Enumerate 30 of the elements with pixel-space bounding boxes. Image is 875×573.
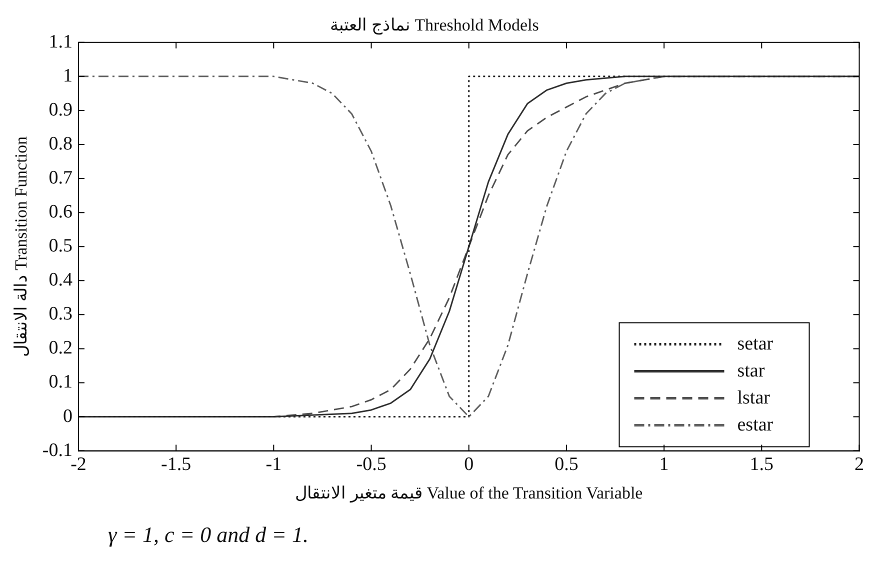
y-tick-label: 1.1 xyxy=(48,31,72,52)
legend-label: setar xyxy=(737,333,774,354)
y-tick-label: 0 xyxy=(62,406,72,427)
y-tick-label: 0.7 xyxy=(48,168,72,189)
y-tick-label: -0.1 xyxy=(42,440,72,461)
x-tick-label: 1.5 xyxy=(750,454,774,476)
x-tick-label: -1 xyxy=(266,454,282,476)
x-axis-title: قيمة متغير الانتقال Value of the Transition Variable xyxy=(295,483,643,504)
y-tick-label: 0.3 xyxy=(48,304,72,325)
y-tick-label: 0.4 xyxy=(48,270,73,291)
y-tick-label: 0.1 xyxy=(48,372,72,393)
legend-label: star xyxy=(737,360,766,382)
x-tick-label: 0.5 xyxy=(554,454,578,476)
x-tick-label: 2 xyxy=(854,454,864,476)
y-tick-label: 0.5 xyxy=(48,236,72,257)
x-tick-label: -2 xyxy=(70,454,86,476)
x-tick-label: 1 xyxy=(659,454,669,476)
y-tick-label: 1 xyxy=(62,65,72,86)
y-tick-label: 0.9 xyxy=(48,99,72,120)
text: γ = 1, c = 0 and d = 1. xyxy=(108,522,310,548)
chart-title: نماذج العتبة Threshold Models xyxy=(330,16,539,36)
y-axis-title: دالة الانتقال Transition Function xyxy=(12,136,31,357)
x-tick-label: 0 xyxy=(464,454,474,476)
y-tick-label: 0.6 xyxy=(48,202,72,223)
x-tick-label: -0.5 xyxy=(356,454,386,476)
legend-label: estar xyxy=(737,414,774,436)
x-tick-label: -1.5 xyxy=(161,454,192,476)
legend-label: lstar xyxy=(737,387,771,408)
y-tick-label: 0.8 xyxy=(48,133,72,154)
y-tick-label: 0.2 xyxy=(48,338,72,359)
